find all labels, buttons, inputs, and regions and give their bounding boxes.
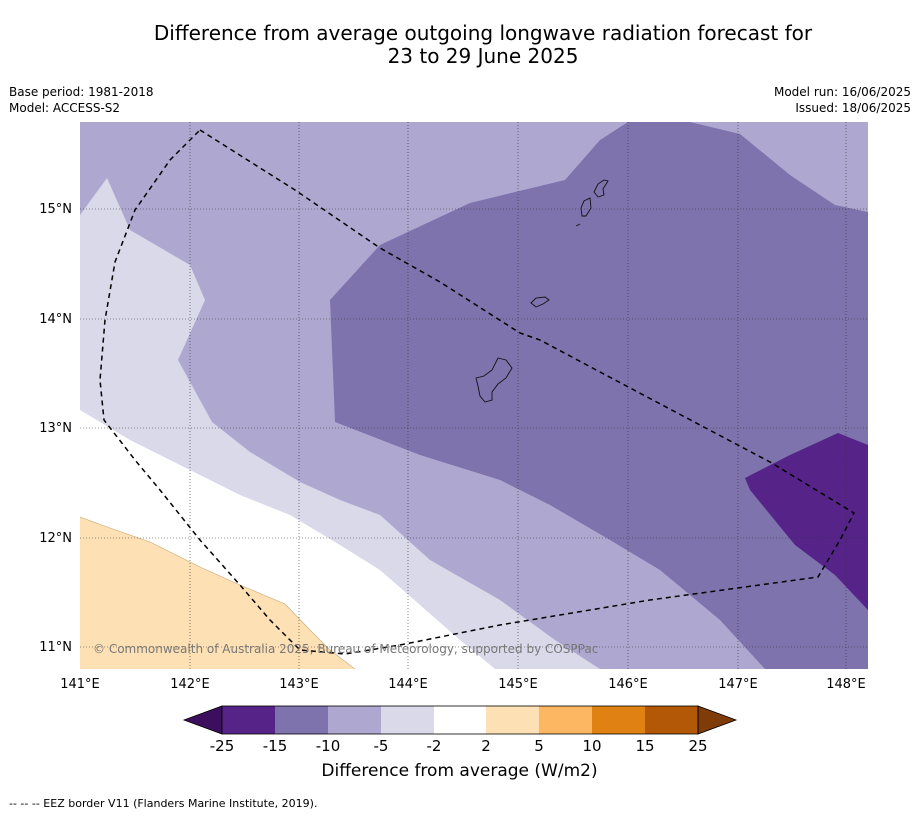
latitude-labels: 15°N 14°N 13°N 12°N 11°N xyxy=(39,202,72,655)
colorbar-outline xyxy=(221,705,699,735)
lon-label-146e: 146°E xyxy=(608,677,648,692)
meta-left: Base period: 1981-2018 Model: ACCESS-S2 xyxy=(9,84,154,116)
colorbar-label-7: 5 xyxy=(534,737,544,755)
lon-label-148e: 148°E xyxy=(826,677,866,692)
colorbar-label-6: 2 xyxy=(481,737,491,755)
title-line-2: 23 to 29 June 2025 xyxy=(387,44,579,68)
colorbar-bin-9 xyxy=(645,706,698,734)
lat-label-12n: 12°N xyxy=(39,531,72,546)
island-saipan xyxy=(593,179,609,198)
copyright-note: © Commonwealth of Australia 2025, Bureau… xyxy=(93,642,598,656)
colorbar-label-4: -5 xyxy=(374,737,389,755)
band-2-to-5 xyxy=(80,517,355,669)
colorbar-bin-2 xyxy=(275,706,328,734)
issued-date: Issued: 18/06/2025 xyxy=(795,101,911,115)
lat-label-15n: 15°N xyxy=(39,202,72,217)
meta-right: Model run: 16/06/2025 Issued: 18/06/2025 xyxy=(774,84,911,116)
lon-label-141e: 141°E xyxy=(60,677,100,692)
island-guam xyxy=(475,357,513,403)
colorbar-label-8: 10 xyxy=(582,737,601,755)
longitude-labels: 141°E 142°E 143°E 144°E 145°E 146°E 147°… xyxy=(60,677,866,692)
base-period: Base period: 1981-2018 xyxy=(9,85,154,99)
lon-label-142e: 142°E xyxy=(170,677,210,692)
colorbar-bin-3 xyxy=(328,706,381,734)
island-tinian xyxy=(580,197,592,217)
islands xyxy=(475,179,609,403)
lat-label-11n: 11°N xyxy=(39,640,72,655)
colorbar-bin-8 xyxy=(592,706,645,734)
lat-label-13n: 13°N xyxy=(39,421,72,436)
lon-label-144e: 144°E xyxy=(388,677,428,692)
title-line-1: Difference from average outgoing longwav… xyxy=(153,21,813,45)
band-minus-15-to-10 xyxy=(330,122,868,669)
graticule xyxy=(80,122,868,669)
anomaly-field xyxy=(80,122,868,669)
colorbar-bin-6 xyxy=(486,706,539,734)
lon-label-143e: 143°E xyxy=(279,677,319,692)
colorbar-label-3: -10 xyxy=(316,737,341,755)
colorbar-title: Difference from average (W/m2) xyxy=(321,761,598,781)
colorbar-bin-7 xyxy=(539,706,592,734)
island-aguijan xyxy=(575,223,581,227)
colorbar-extend-high xyxy=(697,705,738,735)
eez-border xyxy=(99,129,855,655)
lat-label-14n: 14°N xyxy=(39,312,72,327)
band-edge-lines xyxy=(80,516,356,669)
colorbar-bin-4 xyxy=(381,706,434,734)
colorbar: -25 -15 -10 -5 -2 2 5 10 15 25 xyxy=(182,705,738,755)
chart-title: Difference from average outgoing longwav… xyxy=(0,22,919,68)
colorbar-label-10: 25 xyxy=(688,737,707,755)
lon-label-147e: 147°E xyxy=(718,677,758,692)
lon-label-145e: 145°E xyxy=(498,677,538,692)
colorbar-label-2: -15 xyxy=(263,737,288,755)
colorbar-label-9: 15 xyxy=(635,737,654,755)
eez-legend-note: -- -- -- EEZ border V11 (Flanders Marine… xyxy=(9,797,318,810)
model-name: Model: ACCESS-S2 xyxy=(9,101,121,115)
colorbar-label-5: -2 xyxy=(427,737,442,755)
band-minus-25-to-15 xyxy=(745,433,868,610)
colorbar-bin-5 xyxy=(434,706,486,734)
island-rota xyxy=(530,296,550,308)
colorbar-extend-low xyxy=(182,705,223,735)
colorbar-bin-1 xyxy=(222,706,275,734)
model-run: Model run: 16/06/2025 xyxy=(773,85,911,99)
map-figure: © Commonwealth of Australia 2025, Bureau… xyxy=(39,122,868,755)
colorbar-label-1: -25 xyxy=(210,737,235,755)
